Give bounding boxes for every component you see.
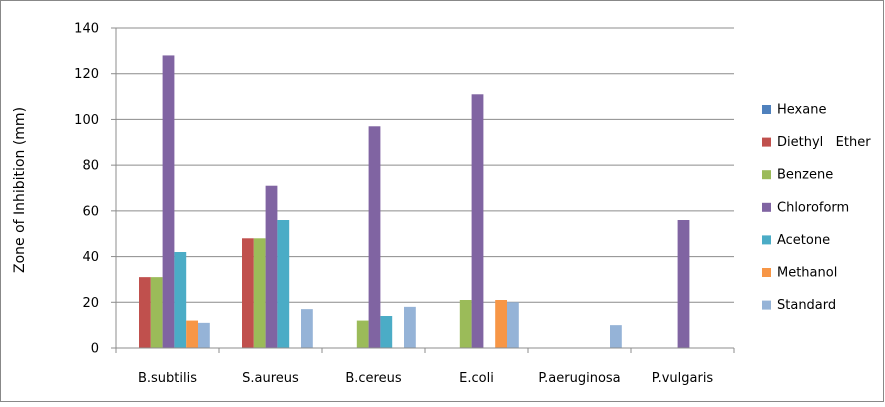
bar bbox=[356, 320, 369, 348]
bar bbox=[162, 55, 175, 349]
bar bbox=[380, 316, 393, 348]
legend-label: Diethyl Ether bbox=[777, 135, 871, 150]
bar bbox=[610, 325, 622, 348]
legend-label: Chloroform bbox=[777, 200, 849, 215]
y-tick-label: 60 bbox=[82, 204, 99, 219]
x-category-label: S.aureus bbox=[242, 371, 299, 386]
bar bbox=[242, 238, 254, 348]
y-tick-label: 120 bbox=[74, 67, 99, 82]
legend-swatch bbox=[762, 137, 771, 147]
legend-swatch bbox=[762, 300, 771, 310]
y-tick-label: 100 bbox=[74, 113, 99, 128]
bars bbox=[139, 55, 690, 349]
x-category-label: B.cereus bbox=[345, 371, 401, 386]
bar bbox=[404, 306, 416, 348]
y-tick-label: 80 bbox=[82, 159, 99, 174]
bar bbox=[277, 220, 290, 348]
legend-swatch bbox=[762, 235, 771, 245]
legend-swatch bbox=[762, 170, 771, 180]
legend-label: Standard bbox=[777, 298, 836, 313]
bar bbox=[198, 322, 210, 348]
y-tick-label: 0 bbox=[91, 342, 99, 357]
legend-swatch bbox=[762, 268, 771, 277]
bar bbox=[507, 302, 519, 348]
legend-label: Acetone bbox=[777, 233, 830, 248]
bar bbox=[677, 220, 690, 348]
y-tick-label: 140 bbox=[74, 22, 99, 37]
axes: 0 20 40 60 80 100 120 140 B.subtilis S.aureus B.ce… bbox=[74, 22, 735, 386]
y-axis-title: Zone of Inhibition (mm) bbox=[12, 107, 28, 273]
bar bbox=[368, 126, 381, 349]
x-category-label: B.subtilis bbox=[138, 371, 197, 386]
legend-swatch bbox=[762, 105, 771, 114]
x-category-label: P.vulgaris bbox=[652, 371, 714, 386]
bar bbox=[471, 94, 484, 349]
legend-swatch bbox=[762, 202, 771, 212]
gridlines bbox=[116, 27, 734, 303]
legend-label: Hexane bbox=[777, 103, 826, 118]
bar bbox=[495, 300, 507, 348]
y-tick-label: 40 bbox=[82, 250, 99, 265]
x-category-label: E.coli bbox=[459, 371, 494, 386]
bar bbox=[150, 277, 163, 348]
bar bbox=[139, 277, 151, 348]
bar bbox=[459, 300, 472, 348]
bar bbox=[265, 185, 278, 348]
legend: Hexane Diethyl Ether Benzene Chloroform Acet… bbox=[762, 103, 871, 313]
bar bbox=[174, 252, 187, 348]
x-category-label: P.aeruginosa bbox=[538, 371, 620, 386]
y-tick-label: 20 bbox=[82, 296, 99, 311]
legend-label: Methanol bbox=[777, 266, 837, 281]
bar bbox=[186, 320, 198, 348]
bar bbox=[301, 309, 313, 348]
bar bbox=[253, 238, 266, 348]
legend-label: Benzene bbox=[777, 168, 833, 183]
